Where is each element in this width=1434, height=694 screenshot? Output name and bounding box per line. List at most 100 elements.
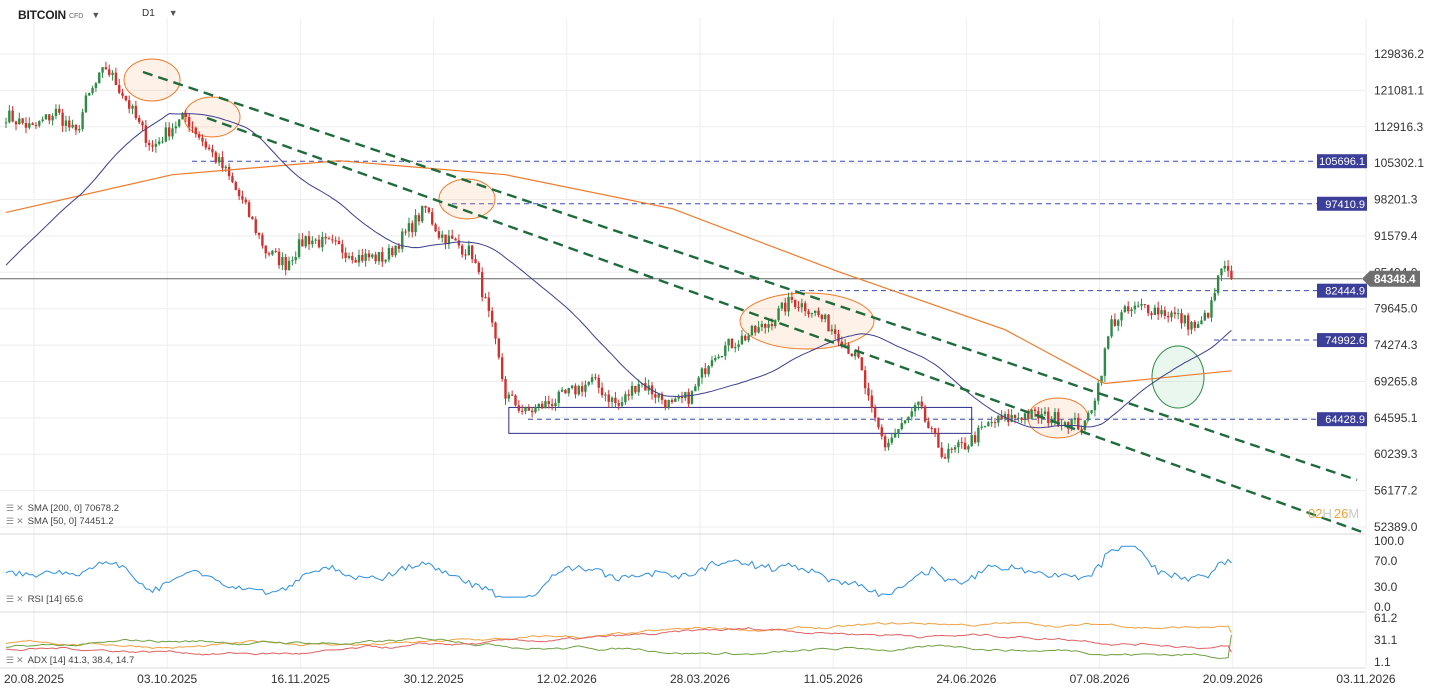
candle-body bbox=[877, 417, 880, 428]
candle-body bbox=[231, 176, 234, 183]
candle-body bbox=[800, 303, 804, 308]
candle-body bbox=[993, 422, 997, 424]
candle-body bbox=[267, 253, 271, 255]
countdown-hours: 02 bbox=[1308, 506, 1322, 521]
candle-body bbox=[281, 257, 284, 266]
candle-body bbox=[574, 385, 577, 395]
close-icon[interactable]: ✕ bbox=[16, 655, 24, 665]
level-badge-text: 97410.9 bbox=[1325, 199, 1365, 211]
candle-body bbox=[520, 410, 524, 412]
candle-body bbox=[1230, 270, 1233, 279]
candle-body bbox=[307, 236, 311, 245]
candle-body bbox=[764, 324, 767, 328]
candle-body bbox=[953, 447, 957, 450]
adx-line bbox=[5, 622, 1232, 650]
candle-body bbox=[654, 394, 657, 398]
candle-body bbox=[1206, 312, 1210, 318]
candle-body bbox=[870, 395, 873, 408]
candle-body bbox=[177, 119, 181, 127]
candle-body bbox=[687, 392, 690, 404]
candle-body bbox=[181, 113, 184, 120]
current-price-text: 84348.4 bbox=[1374, 274, 1416, 286]
candle-body bbox=[194, 127, 198, 135]
candle-body bbox=[1020, 417, 1023, 420]
candle-body bbox=[207, 147, 211, 150]
settings-icon[interactable]: ☰ bbox=[6, 655, 14, 665]
candle-body bbox=[1160, 310, 1163, 315]
candle-body bbox=[254, 219, 257, 233]
candle-body bbox=[1196, 324, 1200, 328]
candle-body bbox=[893, 433, 897, 438]
candle-body bbox=[903, 420, 907, 424]
candle-body bbox=[557, 391, 560, 403]
candle-body bbox=[88, 93, 91, 96]
candle-body bbox=[873, 407, 877, 418]
settings-icon[interactable]: ☰ bbox=[6, 516, 14, 526]
moving-averages bbox=[5, 113, 1232, 429]
settings-icon[interactable]: ☰ bbox=[6, 503, 14, 513]
candle-body bbox=[787, 296, 790, 312]
candle-body bbox=[560, 389, 564, 392]
candle-body bbox=[913, 405, 917, 412]
candle-body bbox=[1047, 411, 1050, 424]
candle-body bbox=[138, 117, 141, 123]
candle-body bbox=[217, 157, 221, 163]
candle-body bbox=[1033, 409, 1037, 412]
close-icon[interactable]: ✕ bbox=[16, 516, 24, 526]
candle-body bbox=[797, 307, 800, 309]
candle-body bbox=[527, 407, 531, 411]
close-icon[interactable]: ✕ bbox=[16, 594, 24, 604]
candle-body bbox=[1166, 315, 1170, 318]
candle-body bbox=[34, 124, 38, 126]
candle-body bbox=[590, 377, 594, 383]
candle-body bbox=[727, 338, 730, 346]
symbol-dropdown-icon[interactable]: ▼ bbox=[91, 10, 101, 20]
candle-body bbox=[857, 350, 860, 358]
candle-body bbox=[644, 383, 647, 391]
candle-body bbox=[1216, 275, 1220, 294]
candle-body bbox=[927, 421, 930, 428]
timeframe-dropdown-icon[interactable]: ▼ bbox=[168, 8, 178, 18]
candle-body bbox=[314, 239, 317, 241]
candle-body bbox=[381, 252, 384, 262]
candle-body bbox=[1153, 307, 1157, 316]
candle-body bbox=[970, 435, 973, 447]
candle-body bbox=[514, 395, 517, 406]
candle-body bbox=[287, 260, 291, 271]
candle-body bbox=[1083, 420, 1087, 430]
sma50-label: SMA [50, 0] 74451.2 bbox=[27, 516, 114, 527]
candle-body bbox=[184, 113, 188, 118]
candle-body bbox=[1027, 413, 1030, 419]
timeframe-selector[interactable]: D1 ▼ bbox=[142, 8, 178, 19]
candle-body bbox=[617, 403, 620, 406]
candlesticks bbox=[4, 61, 1233, 463]
candle-body bbox=[550, 404, 554, 407]
candle-body bbox=[391, 248, 394, 256]
candle-body bbox=[810, 312, 814, 315]
candle-body bbox=[524, 407, 527, 412]
candle-body bbox=[8, 110, 11, 123]
rsi-tick-label: 0.0 bbox=[1374, 600, 1391, 614]
candle-body bbox=[274, 250, 277, 252]
candle-body bbox=[261, 235, 264, 246]
candle-body bbox=[424, 205, 427, 208]
settings-icon[interactable]: ☰ bbox=[6, 594, 14, 604]
candle-body bbox=[471, 245, 474, 260]
candle-body bbox=[241, 196, 244, 200]
symbol-name[interactable]: BITCOIN bbox=[18, 8, 66, 22]
candle-body bbox=[394, 245, 397, 256]
candle-body bbox=[444, 234, 447, 245]
candle-body bbox=[321, 236, 324, 248]
candle-body bbox=[677, 396, 680, 399]
candle-body bbox=[331, 239, 334, 241]
close-icon[interactable]: ✕ bbox=[16, 503, 24, 513]
level-badge bbox=[1317, 154, 1367, 169]
candle-body bbox=[404, 231, 407, 233]
candle-body bbox=[397, 245, 401, 249]
candle-body bbox=[507, 394, 511, 399]
candle-body bbox=[597, 377, 600, 388]
candle-body bbox=[191, 126, 194, 128]
candle-body bbox=[634, 385, 637, 393]
candle-body bbox=[667, 400, 670, 408]
candle-body bbox=[604, 394, 607, 396]
